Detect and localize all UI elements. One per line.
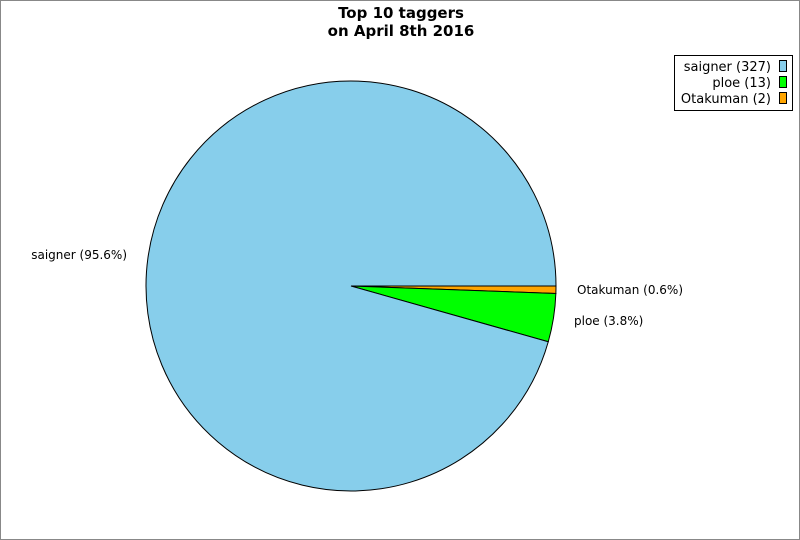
- slice-label-otakuman: Otakuman (0.6%): [577, 283, 683, 297]
- legend-swatch-saigner: [779, 60, 787, 72]
- legend-label-ploe: ploe (13): [712, 76, 771, 91]
- slice-label-ploe: ploe (3.8%): [574, 314, 643, 328]
- chart-title-line-2: on April 8th 2016: [328, 22, 475, 40]
- legend-box: [674, 55, 793, 111]
- legend-swatch-otakuman: [779, 92, 787, 104]
- legend-label-otakuman: Otakuman (2): [681, 92, 771, 107]
- pie-slice-saigner: [145, 80, 557, 492]
- legend-label-saigner: saigner (327): [684, 60, 771, 75]
- legend-swatch-ploe: [779, 76, 787, 88]
- slice-label-saigner: saigner (95.6%): [31, 248, 127, 262]
- chart-title-line-1: Top 10 taggers: [338, 4, 464, 22]
- legend: saigner (327)ploe (13)Otakuman (2): [674, 55, 793, 111]
